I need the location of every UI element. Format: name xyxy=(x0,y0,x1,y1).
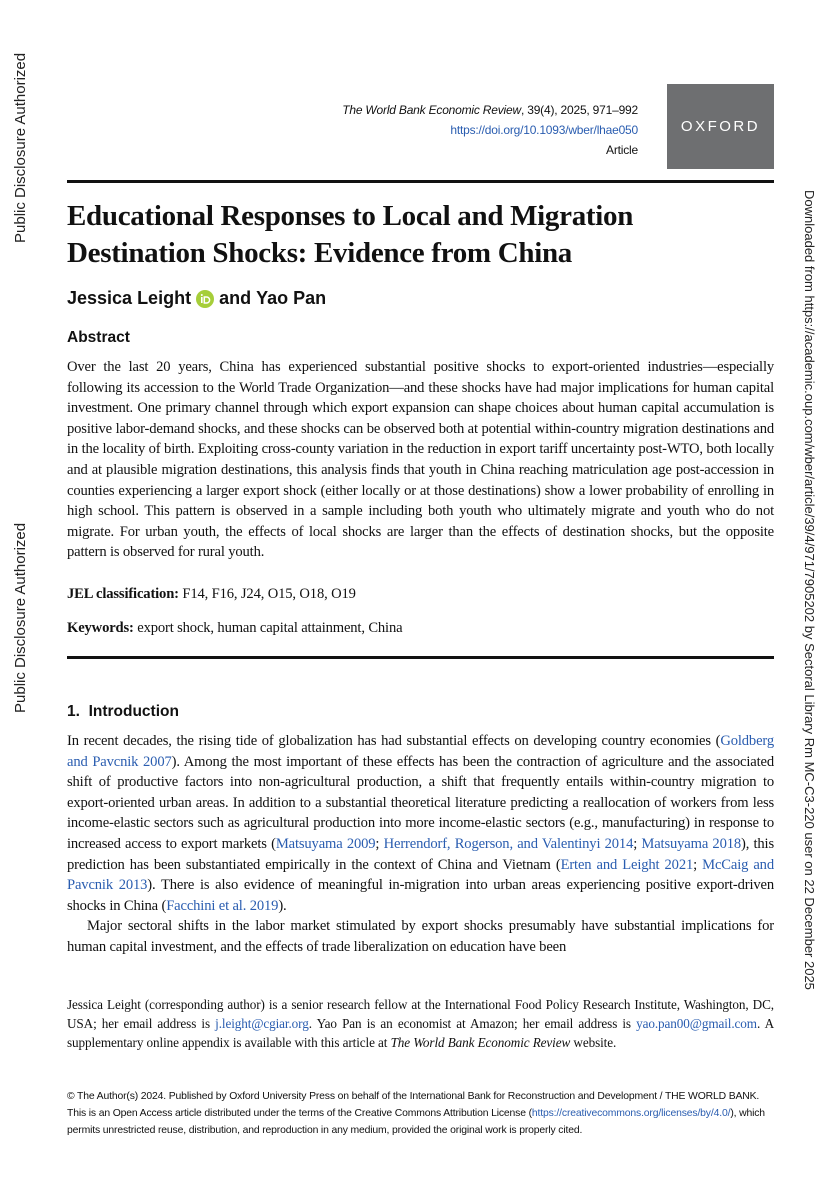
section-heading: 1. Introduction xyxy=(67,703,179,721)
article-type: Article xyxy=(606,143,638,157)
journal-name: The World Bank Economic Review xyxy=(342,103,521,117)
citation-link[interactable]: Goldberg and Pavcnik 2007 xyxy=(67,733,774,770)
keywords-text: export shock, human capital attainment, … xyxy=(137,620,403,636)
text: ; xyxy=(633,835,642,852)
bottom-rule xyxy=(67,656,774,659)
citation-link[interactable]: Matsuyama 2018 xyxy=(641,835,742,852)
citation-link[interactable]: Matsuyama 2009 xyxy=(275,835,376,852)
jel-label: JEL classification: xyxy=(67,586,179,602)
author-name: Jessica Leight xyxy=(67,288,192,308)
abstract-heading: Abstract xyxy=(67,329,130,346)
keywords: Keywords: export shock, human capital at… xyxy=(67,618,774,639)
license-link[interactable]: https://creativecommons.org/licenses/by/… xyxy=(531,1108,731,1119)
journal-name: The World Bank Economic Review xyxy=(390,1035,571,1050)
text: . A supplementary online appendix is ava… xyxy=(67,1016,775,1050)
abstract-paragraph: Over the last 20 years, China has experi… xyxy=(67,359,774,561)
text: . Yao Pan is an economist at Amazon; her… xyxy=(308,1016,637,1031)
article-title: Educational Responses to Local and Migra… xyxy=(67,200,634,269)
keywords-label: Keywords: xyxy=(67,620,134,636)
side-label: Public Disclosure Authorized xyxy=(12,522,29,713)
copyright: © The Author(s) 2024. Published by Oxfor… xyxy=(67,1088,774,1139)
text: Major sectoral shifts in the labor marke… xyxy=(67,918,774,955)
author-connector: and xyxy=(219,288,252,308)
text: ; xyxy=(693,856,703,873)
text: ), this prediction has been substantiate… xyxy=(67,835,774,873)
section-title: Introduction xyxy=(88,703,179,720)
text: Jessica Leight (corresponding author) is… xyxy=(67,997,774,1031)
doi-link[interactable]: https://doi.org/10.1093/wber/lhae050 xyxy=(450,123,638,137)
citation-link[interactable]: McCaig and Pavcnik 2013 xyxy=(67,856,774,894)
abstract-text: Over the last 20 years, China has experi… xyxy=(67,357,774,563)
footnote: Jessica Leight (corresponding author) is… xyxy=(67,995,774,1052)
top-rule xyxy=(67,180,774,183)
text: In recent decades, the rising tide of gl… xyxy=(67,733,721,749)
text: ). Among the most important of these eff… xyxy=(67,753,774,852)
authors: Jessica Leight and Yao Pan xyxy=(67,288,326,309)
citation-link[interactable]: Herrendorf, Rogerson, and Valentinyi 201… xyxy=(383,835,634,852)
paragraph: Major sectoral shifts in the labor marke… xyxy=(67,916,774,957)
paragraph: In recent decades, the rising tide of gl… xyxy=(67,731,774,916)
introduction-text: In recent decades, the rising tide of gl… xyxy=(67,731,774,958)
text: ). xyxy=(278,897,287,914)
side-label: Public Disclosure Authorized xyxy=(12,52,29,243)
journal-citation: The World Bank Economic Review, 39(4), 2… xyxy=(342,103,638,117)
text: ; xyxy=(375,835,384,852)
section-number: 1. xyxy=(67,703,80,720)
download-note: Downloaded from https://academic.oup.com… xyxy=(802,190,817,990)
publisher-logo: OXFORD xyxy=(667,84,774,169)
jel: JEL classification: F14, F16, J24, O15, … xyxy=(67,584,774,605)
jel-codes: F14, F16, J24, O15, O18, O19 xyxy=(182,586,356,602)
email-link[interactable]: j.leight@cgiar.org xyxy=(215,1016,309,1031)
text: ). There is also evidence of meaningful … xyxy=(67,877,774,914)
text: website. xyxy=(570,1035,617,1050)
text: © The Author(s) 2024. Published by Oxfor… xyxy=(67,1091,760,1119)
orcid-icon[interactable] xyxy=(196,289,215,308)
text: ), which permits unrestricted reuse, dis… xyxy=(67,1108,765,1136)
citation: , 39(4), 2025, 971–992 xyxy=(520,103,638,117)
doi-row: https://doi.org/10.1093/wber/lhae050 xyxy=(450,123,638,137)
email-link[interactable]: yao.pan00@gmail.com xyxy=(636,1016,757,1031)
citation-link[interactable]: Facchini et al. 2019 xyxy=(166,897,279,914)
citation-link[interactable]: Erten and Leight 2021 xyxy=(560,856,694,873)
author-name: Yao Pan xyxy=(256,288,327,308)
